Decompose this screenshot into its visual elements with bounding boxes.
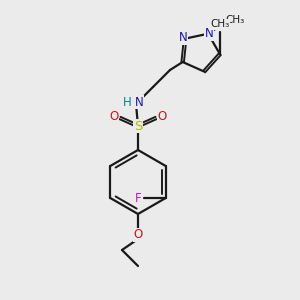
- Text: F: F: [134, 191, 141, 205]
- Text: O: O: [158, 110, 166, 124]
- Text: N: N: [135, 95, 143, 109]
- Text: O: O: [134, 229, 142, 242]
- Text: S: S: [134, 119, 142, 133]
- Text: O: O: [110, 110, 118, 124]
- Text: CH₃: CH₃: [226, 15, 245, 25]
- Text: CH₃: CH₃: [210, 19, 230, 29]
- Text: N: N: [179, 31, 188, 44]
- Text: N: N: [205, 27, 214, 40]
- Text: H: H: [123, 95, 131, 109]
